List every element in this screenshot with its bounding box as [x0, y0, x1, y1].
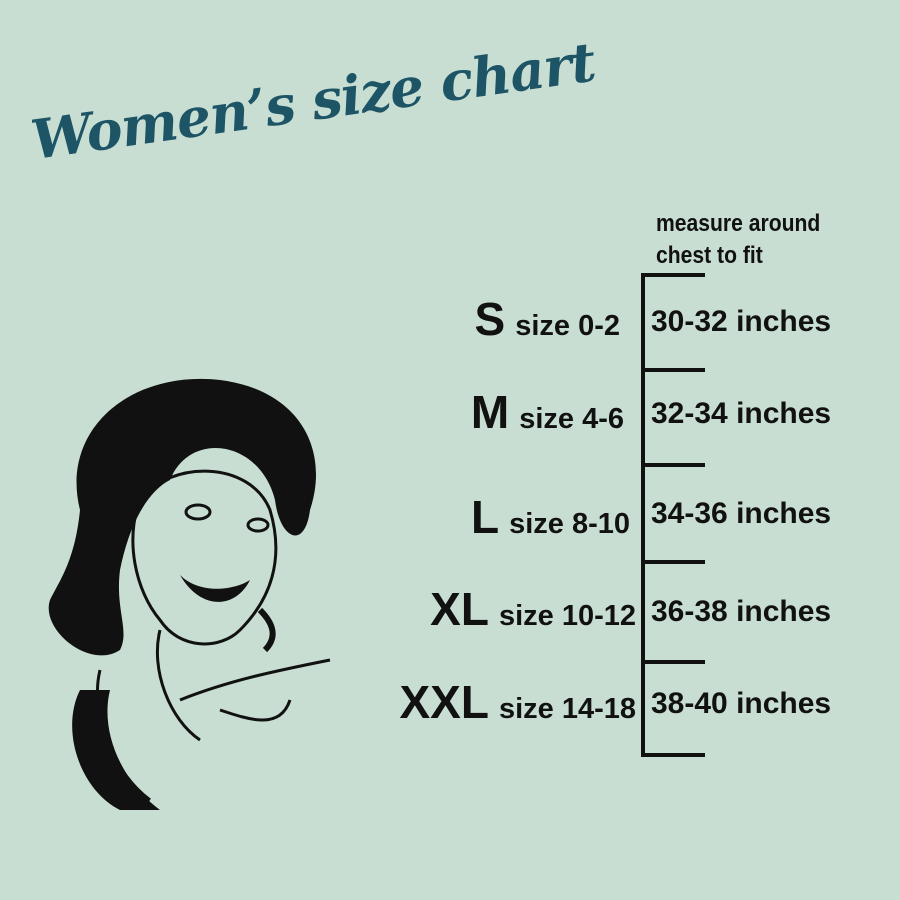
bracket-tick — [641, 560, 705, 564]
measure-instruction: measure around chest to fit — [656, 208, 820, 272]
size-number: size 14-18 — [498, 693, 636, 725]
chest-range-m: 32-34 inches — [651, 397, 832, 430]
size-letter: L — [470, 491, 500, 543]
size-letter: XL — [430, 583, 489, 635]
chest-range-s: 30-32 inches — [651, 305, 832, 338]
size-row-xl: XL size 10-12 — [0, 582, 636, 636]
bracket-tick — [641, 368, 705, 372]
bracket-tick — [641, 753, 705, 757]
size-number: size 10-12 — [498, 600, 636, 632]
chest-range-xl: 36-38 inches — [651, 595, 832, 628]
chest-range-l: 34-36 inches — [651, 497, 832, 530]
retro-woman-pointing-illustration — [48, 378, 331, 810]
bracket-tick — [641, 273, 705, 277]
size-number: size 4-6 — [519, 403, 624, 435]
size-letter: M — [470, 386, 510, 438]
size-number: size 8-10 — [509, 508, 630, 540]
bracket-tick — [641, 660, 705, 664]
size-letter: XXL — [399, 676, 489, 728]
bracket-line — [641, 273, 645, 757]
size-letter: S — [474, 293, 506, 345]
size-number: size 0-2 — [515, 310, 620, 342]
chest-range-xxl: 38-40 inches — [651, 687, 832, 720]
instruction-line-1: measure around — [656, 210, 821, 237]
size-row-xxl: XXL size 14-18 — [0, 675, 636, 729]
page-title: Women’s size chart — [27, 29, 599, 172]
instruction-line-2: chest to fit — [656, 242, 763, 269]
bracket-tick — [641, 463, 705, 467]
